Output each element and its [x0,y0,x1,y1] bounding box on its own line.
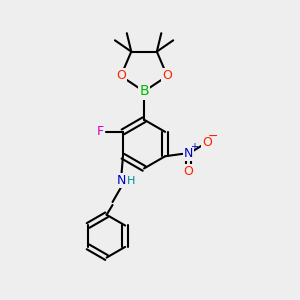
Text: F: F [97,125,104,138]
Text: O: O [183,165,193,178]
Text: +: + [190,142,198,152]
Text: H: H [127,176,135,186]
Text: N: N [184,147,193,161]
Text: O: O [116,70,126,83]
Text: −: − [208,130,219,142]
Text: N: N [117,174,126,187]
Text: O: O [202,136,212,149]
Text: O: O [162,70,172,83]
Text: B: B [139,84,149,98]
